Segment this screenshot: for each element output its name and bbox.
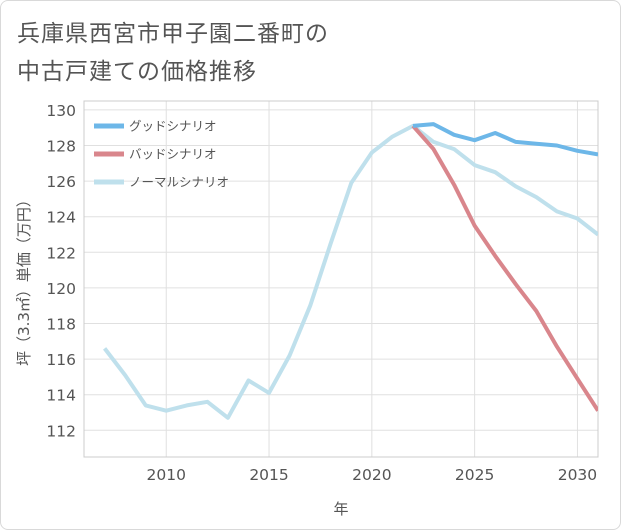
x-axis-label: 年 (333, 500, 348, 518)
series-layer (103, 122, 598, 420)
y-tick-labels: 112 114 116 118 120 122 124 126 128 130 (46, 102, 76, 440)
x-tick-label: 2015 (249, 466, 288, 484)
x-tick-label: 2025 (455, 466, 494, 484)
series-line-0 (412, 122, 598, 157)
y-tick-label: 118 (46, 316, 76, 334)
x-tick-label: 2020 (352, 466, 391, 484)
legend-label-2: ノーマルシナリオ (129, 175, 229, 190)
y-axis-label: 坪（3.3㎡）単価（万円） (15, 192, 33, 366)
series-line-1 (411, 124, 598, 412)
y-tick-label: 126 (46, 173, 76, 191)
x-tick-labels: 2010 2015 2020 2025 2030 (147, 466, 598, 484)
x-tick-label: 2010 (147, 466, 186, 484)
y-tick-label: 130 (46, 102, 76, 120)
y-tick-label: 122 (46, 244, 76, 262)
y-tick-label: 128 (46, 138, 76, 156)
y-tick-label: 116 (46, 351, 76, 369)
grid-lines (84, 101, 598, 457)
title-line-2: 中古戸建ての価格推移 (17, 59, 257, 85)
series-line-2 (103, 123, 598, 420)
y-tick-label: 120 (46, 280, 76, 298)
legend-label-0: グッドシナリオ (129, 119, 217, 134)
y-tick-label: 112 (46, 422, 76, 440)
chart-title: 兵庫県西宮市甲子園二番町の 中古戸建ての価格推移 (17, 15, 329, 91)
y-tick-label: 124 (46, 209, 76, 227)
x-tick-label: 2030 (558, 466, 597, 484)
y-tick-label: 114 (46, 387, 76, 405)
legend-label-1: バッドシナリオ (129, 147, 217, 162)
title-line-1: 兵庫県西宮市甲子園二番町の (17, 21, 329, 47)
plot-frame (83, 100, 599, 458)
